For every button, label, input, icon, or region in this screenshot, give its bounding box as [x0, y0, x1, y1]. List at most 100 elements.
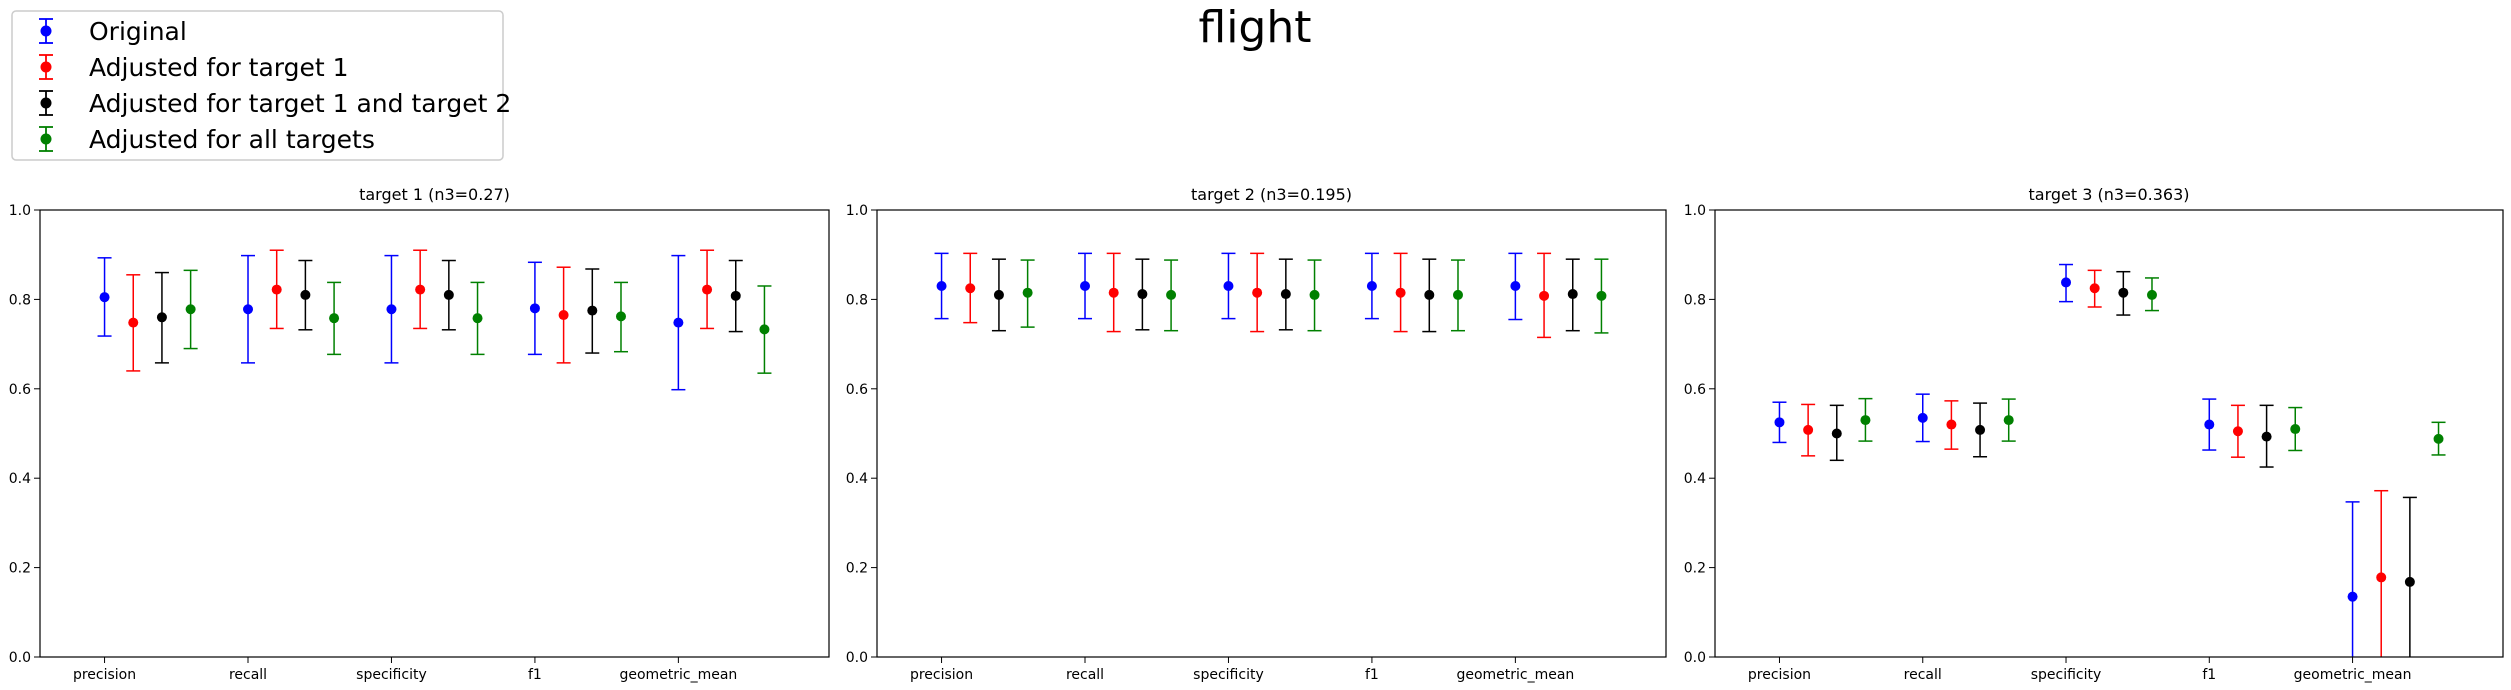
- x-tick-label: precision: [910, 667, 973, 683]
- legend-entry: Adjusted for all targets: [39, 125, 375, 154]
- data-point: [1280, 289, 1291, 300]
- data-point: [1567, 289, 1578, 300]
- y-tick-label: 1.0: [9, 203, 31, 219]
- x-tick-label: f1: [2202, 667, 2216, 683]
- data-point: [2089, 283, 2100, 294]
- data-point: [156, 312, 167, 323]
- series-3: [991, 258, 1580, 333]
- y-tick-label: 0.6: [1684, 382, 1706, 398]
- data-point: [2261, 431, 2272, 442]
- series-4: [1020, 258, 1609, 334]
- data-point: [529, 303, 540, 314]
- data-point: [615, 311, 626, 322]
- series-2: [963, 252, 1552, 339]
- data-point: [1831, 428, 1842, 439]
- data-point: [1137, 289, 1148, 300]
- y-tick-label: 0.0: [1684, 650, 1706, 666]
- y-tick-label: 0.8: [846, 292, 868, 308]
- series-1: [97, 254, 686, 391]
- x-tick-label: recall: [1904, 667, 1942, 683]
- y-tick-label: 0.2: [9, 561, 31, 577]
- data-point: [1946, 419, 1957, 430]
- data-point: [386, 304, 397, 315]
- data-point: [1975, 424, 1986, 435]
- x-tick-label: geometric_mean: [2294, 667, 2412, 683]
- data-point: [128, 317, 139, 328]
- data-point: [587, 305, 598, 316]
- x-tick-label: recall: [1066, 667, 1104, 683]
- data-point: [415, 284, 426, 295]
- series-2: [1801, 269, 2389, 657]
- x-tick-label: precision: [1748, 667, 1811, 683]
- data-point: [2003, 415, 2014, 426]
- x-tick-label: f1: [1365, 667, 1379, 683]
- data-point: [1860, 415, 1871, 426]
- legend-label: Adjusted for target 1: [89, 53, 349, 82]
- data-point: [2204, 419, 2215, 430]
- data-point: [2347, 591, 2358, 602]
- data-point: [1452, 289, 1463, 300]
- series-3: [154, 259, 743, 364]
- y-tick-label: 0.2: [1684, 561, 1706, 577]
- data-point: [993, 289, 1004, 300]
- axes-frame: [1714, 209, 2504, 658]
- data-point: [99, 292, 110, 303]
- data-point: [1803, 424, 1814, 435]
- data-point: [300, 289, 311, 300]
- data-point: [1022, 287, 1033, 298]
- data-point: [2118, 287, 2129, 298]
- y-tick-label: 0.8: [9, 292, 31, 308]
- axes-frame: [876, 209, 1667, 658]
- series-2: [126, 249, 715, 372]
- series-3: [1829, 270, 2417, 657]
- legend-frame: [11, 10, 504, 161]
- legend-marker-dot: [40, 133, 52, 145]
- y-tick-label: 1.0: [1684, 203, 1706, 219]
- x-tick-label: specificity: [1193, 667, 1264, 683]
- series-1: [934, 252, 1523, 321]
- y-tick-label: 0.6: [9, 382, 31, 398]
- legend: Original Adjusted for target 1 Adjusted fo…: [11, 10, 511, 161]
- y-tick-label: 0.4: [846, 471, 868, 487]
- data-point: [1080, 280, 1091, 291]
- data-point: [2290, 424, 2301, 435]
- data-point: [936, 280, 947, 291]
- legend-entry: Adjusted for target 1 and target 2: [39, 89, 511, 118]
- series-4: [1858, 277, 2446, 456]
- data-point: [759, 324, 770, 335]
- data-point: [1596, 290, 1607, 301]
- y-tick-label: 0.0: [9, 650, 31, 666]
- series-4: [183, 269, 772, 374]
- data-point: [2061, 277, 2072, 288]
- data-point: [1917, 412, 1928, 423]
- x-tick-label: f1: [528, 667, 542, 683]
- x-tick-label: precision: [73, 667, 136, 683]
- data-point: [185, 304, 196, 315]
- data-point: [243, 304, 254, 315]
- x-tick-label: specificity: [356, 667, 427, 683]
- axes-frame: [39, 209, 830, 658]
- subplot-title: target 1 (n3=0.27): [359, 185, 510, 204]
- data-point: [1366, 280, 1377, 291]
- legend-entry: Original: [39, 17, 187, 46]
- subplot-title: target 3 (n3=0.363): [2028, 185, 2189, 204]
- data-point: [1108, 287, 1119, 298]
- subplot-3: target 3 (n3=0.363) 0.0 0.2 0.4 0.6 0.8 1.0 pre…: [1684, 185, 2504, 683]
- data-point: [1424, 289, 1435, 300]
- data-point: [2404, 576, 2415, 587]
- data-point: [965, 283, 976, 294]
- data-point: [1309, 289, 1320, 300]
- data-point: [558, 310, 569, 321]
- data-point: [1510, 280, 1521, 291]
- data-point: [1395, 287, 1406, 298]
- data-point: [2146, 289, 2157, 300]
- figure-title: flight: [1198, 2, 1311, 53]
- y-tick-label: 0.8: [1684, 292, 1706, 308]
- data-point: [730, 290, 741, 301]
- legend-marker-dot: [40, 61, 52, 73]
- x-tick-label: geometric_mean: [619, 667, 737, 683]
- subplot-2: target 2 (n3=0.195) 0.0 0.2 0.4 0.6 0.8 1.0 pre…: [846, 185, 1667, 683]
- data-point: [2376, 572, 2387, 583]
- data-point: [1774, 417, 1785, 428]
